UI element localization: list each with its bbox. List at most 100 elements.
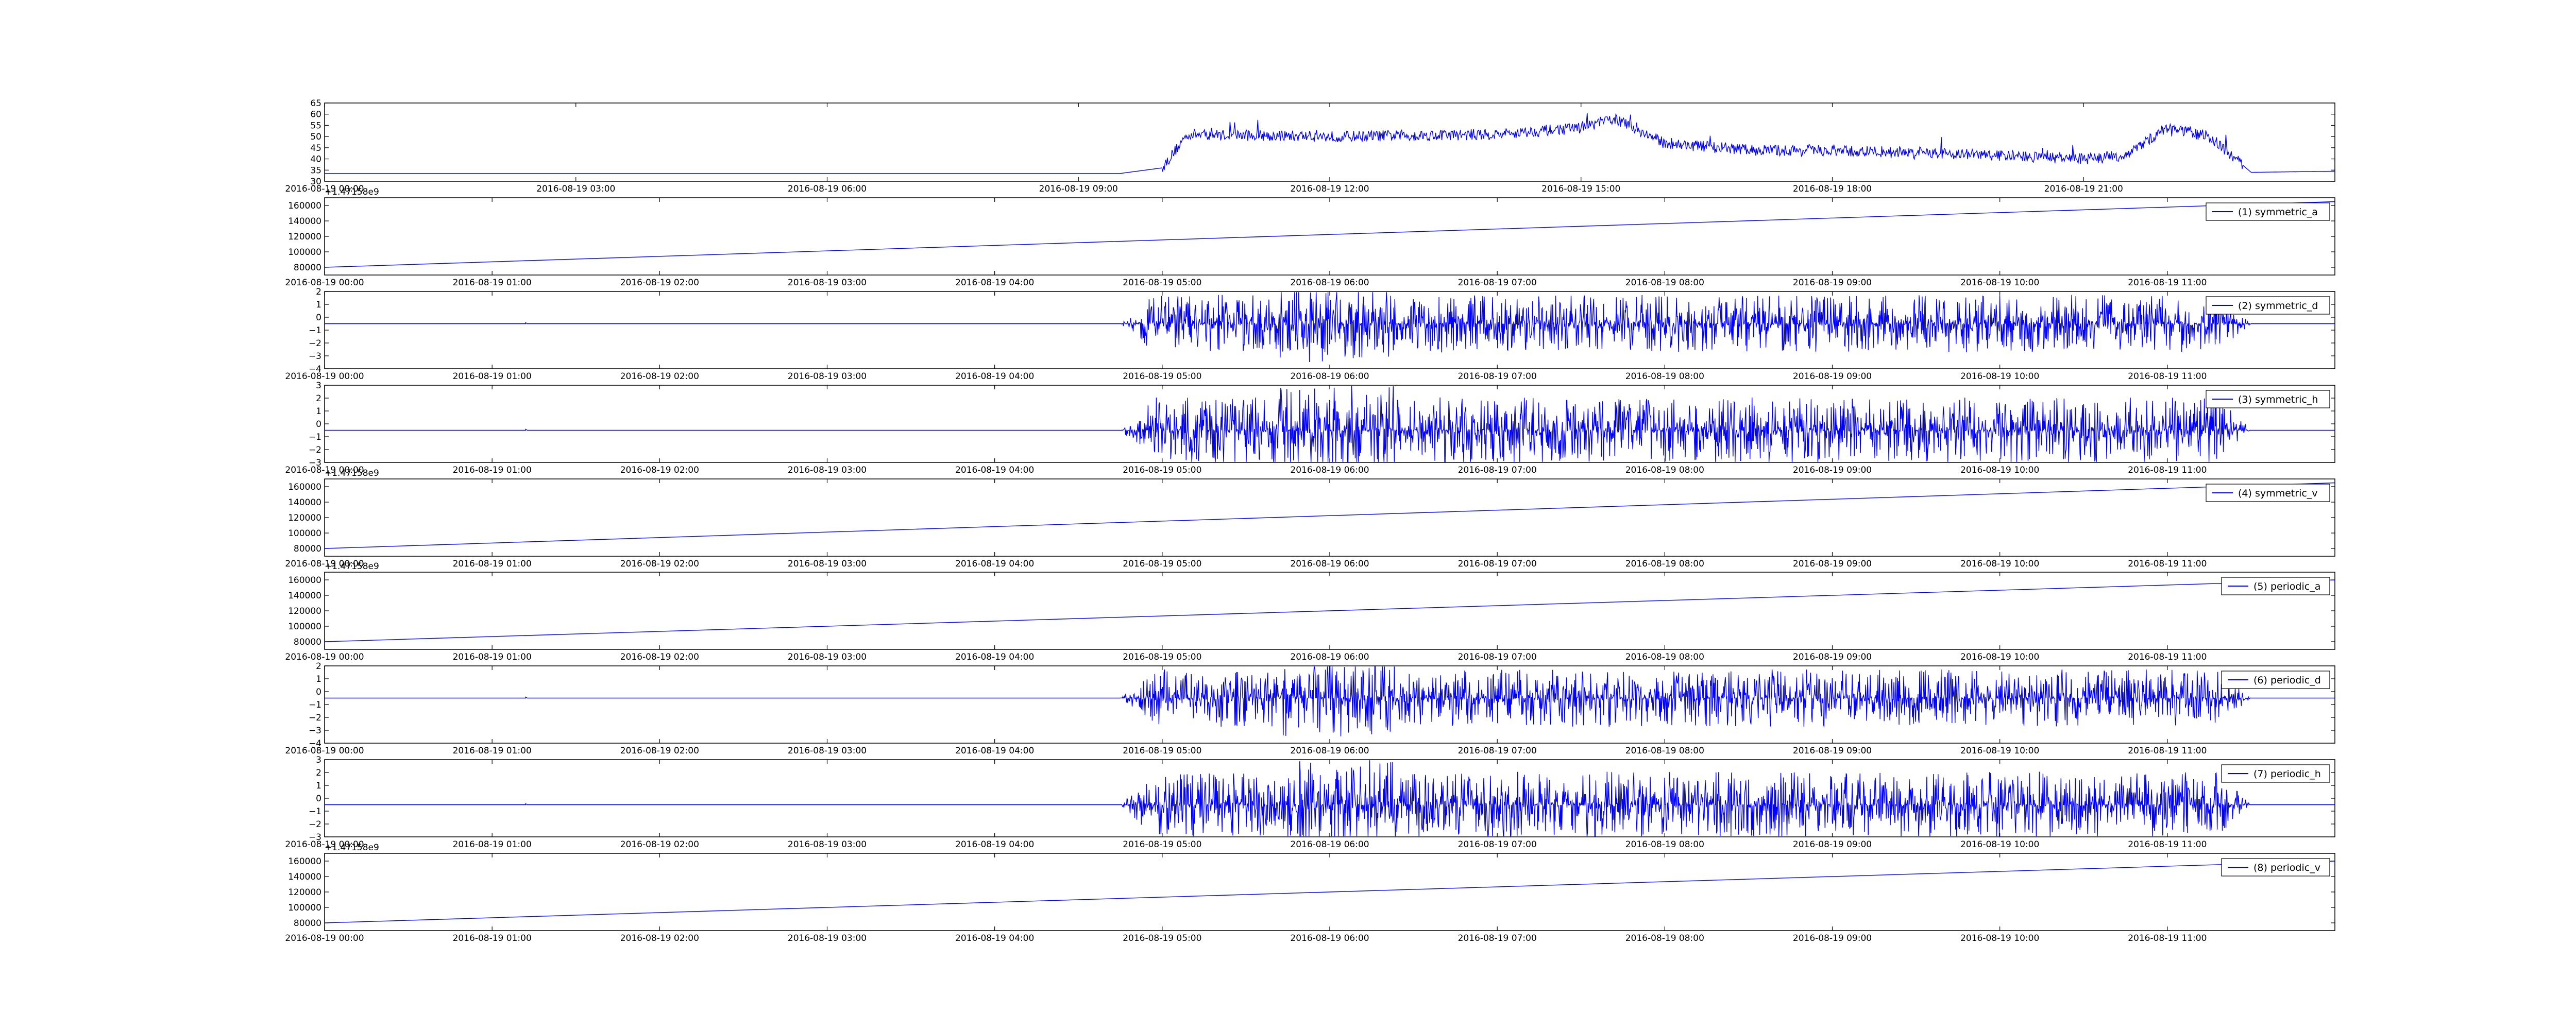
y-tick-label: 80000 bbox=[294, 544, 321, 554]
x-tick-label: 2016-08-19 21:00 bbox=[2044, 184, 2123, 194]
series-line bbox=[324, 482, 2335, 549]
y-tick-label: 0 bbox=[316, 794, 321, 804]
x-tick-label: 2016-08-19 00:00 bbox=[285, 933, 364, 943]
subplot-7: −4 −3 −2 −1 0 1 2 2016-08-19 00:00 2016-08-19 01… bbox=[285, 661, 2335, 756]
x-tick-label: 2016-08-19 12:00 bbox=[1290, 184, 1369, 194]
y-tick-label: 140000 bbox=[288, 872, 321, 882]
subplot-8: −3 −2 −1 0 1 2 3 2016-08-19 00:00 2016-08-19 01:… bbox=[285, 755, 2335, 850]
x-tick-label: 2016-08-19 06:00 bbox=[1290, 559, 1369, 569]
y-tick-label: 80000 bbox=[294, 637, 321, 647]
x-tick-label: 2016-08-19 11:00 bbox=[2128, 839, 2207, 850]
x-tick-label: 2016-08-19 01:00 bbox=[453, 465, 532, 475]
y-tick-label: 80000 bbox=[294, 918, 321, 929]
y-tick-label: 3 bbox=[316, 381, 321, 391]
x-tick-label: 2016-08-19 06:00 bbox=[1290, 933, 1369, 943]
x-tick-label: 2016-08-19 06:00 bbox=[1290, 746, 1369, 756]
x-tick-label: 2016-08-19 03:00 bbox=[788, 559, 867, 569]
subplot-4: −3 −2 −1 0 1 2 3 2016-08-19 00:00 2016-08-19 01:… bbox=[285, 381, 2335, 475]
x-tick-label: 2016-08-19 04:00 bbox=[955, 746, 1034, 756]
x-tick-label: 2016-08-19 03:00 bbox=[788, 465, 867, 475]
x-tick-label: 2016-08-19 01:00 bbox=[453, 371, 532, 382]
series-line bbox=[324, 861, 2335, 923]
y-tick-label: −3 bbox=[309, 726, 321, 736]
x-tick-label: 2016-08-19 07:00 bbox=[1458, 371, 1537, 382]
x-tick-label: 2016-08-19 05:00 bbox=[1123, 746, 1201, 756]
y-tick-label: 60 bbox=[310, 110, 321, 120]
y-tick-label: 65 bbox=[310, 98, 321, 109]
legend-label: (6) periodic_d bbox=[2253, 675, 2321, 686]
x-tick-label: 2016-08-19 06:00 bbox=[1290, 465, 1369, 475]
legend-label: (7) periodic_h bbox=[2253, 768, 2321, 780]
x-tick-label: 2016-08-19 11:00 bbox=[2128, 278, 2207, 288]
x-tick-label: 2016-08-19 07:00 bbox=[1458, 933, 1537, 943]
subplot-3: −4 −3 −2 −1 0 1 2 2016-08-19 00:00 2016-08-19 01… bbox=[285, 287, 2335, 382]
subplot-6: 80000 100000 120000 140000 160000 2016-08-19 … bbox=[285, 561, 2335, 662]
x-tick-label: 2016-08-19 03:00 bbox=[788, 278, 867, 288]
x-tick-label: 2016-08-19 02:00 bbox=[620, 839, 699, 850]
y-tick-label: −1 bbox=[309, 806, 321, 817]
x-tick-label: 2016-08-19 03:00 bbox=[788, 371, 867, 382]
legend-label: (2) symmetric_d bbox=[2238, 300, 2318, 312]
y-tick-label: −2 bbox=[309, 338, 321, 349]
x-tick-label: 2016-08-19 03:00 bbox=[536, 184, 615, 194]
y-tick-label: −1 bbox=[309, 432, 321, 442]
x-tick-label: 2016-08-19 03:00 bbox=[788, 839, 867, 850]
x-tick-label: 2016-08-19 07:00 bbox=[1458, 746, 1537, 756]
x-tick-label: 2016-08-19 10:00 bbox=[1960, 465, 2039, 475]
x-tick-label: 2016-08-19 04:00 bbox=[955, 465, 1034, 475]
x-tick-label: 2016-08-19 00:00 bbox=[285, 652, 364, 662]
x-tick-label: 2016-08-19 08:00 bbox=[1625, 746, 1704, 756]
x-tick-label: 2016-08-19 02:00 bbox=[620, 746, 699, 756]
x-tick-label: 2016-08-19 09:00 bbox=[1039, 184, 1118, 194]
y-tick-label: 2 bbox=[316, 287, 321, 297]
y-tick-label: 1 bbox=[316, 781, 321, 791]
x-tick-label: 2016-08-19 04:00 bbox=[955, 933, 1034, 943]
series-line bbox=[325, 760, 2335, 838]
y-tick-label: 120000 bbox=[288, 887, 321, 898]
x-tick-label: 2016-08-19 02:00 bbox=[620, 933, 699, 943]
y-tick-label: 0 bbox=[316, 313, 321, 323]
x-tick-label: 2016-08-19 02:00 bbox=[620, 465, 699, 475]
x-tick-label: 2016-08-19 01:00 bbox=[453, 652, 532, 662]
x-tick-label: 2016-08-19 18:00 bbox=[1793, 184, 1872, 194]
y-tick-label: −3 bbox=[309, 832, 321, 843]
x-tick-label: 2016-08-19 09:00 bbox=[1793, 559, 1872, 569]
x-tick-label: 2016-08-19 11:00 bbox=[2128, 746, 2207, 756]
x-tick-label: 2016-08-19 15:00 bbox=[1541, 184, 1620, 194]
y-tick-label: 55 bbox=[310, 121, 321, 131]
y-tick-label: −4 bbox=[309, 739, 321, 749]
x-tick-label: 2016-08-19 00:00 bbox=[285, 371, 364, 382]
x-tick-label: 2016-08-19 03:00 bbox=[788, 746, 867, 756]
x-tick-label: 2016-08-19 09:00 bbox=[1793, 746, 1872, 756]
x-tick-label: 2016-08-19 04:00 bbox=[955, 559, 1034, 569]
y-tick-label: 140000 bbox=[288, 216, 321, 227]
legend: (1) symmetric_a bbox=[2206, 202, 2330, 221]
y-tick-label: 120000 bbox=[288, 513, 321, 523]
x-tick-label: 2016-08-19 04:00 bbox=[955, 652, 1034, 662]
axes-frame bbox=[324, 478, 2335, 557]
y-tick-label: −3 bbox=[309, 458, 321, 468]
y-tick-label: 40 bbox=[310, 154, 321, 165]
y-tick-label: −2 bbox=[309, 713, 321, 723]
x-tick-label: 2016-08-19 04:00 bbox=[955, 371, 1034, 382]
x-tick-label: 2016-08-19 09:00 bbox=[1793, 933, 1872, 943]
x-tick-label: 2016-08-19 10:00 bbox=[1960, 839, 2039, 850]
series-line bbox=[325, 386, 2335, 462]
subplot-5: 80000 100000 120000 140000 160000 2016-08-19 … bbox=[285, 468, 2335, 569]
legend: (7) periodic_h bbox=[2221, 764, 2330, 783]
y-tick-label: −3 bbox=[309, 351, 321, 362]
y-tick-label: 0 bbox=[316, 687, 321, 697]
legend: (6) periodic_d bbox=[2221, 671, 2330, 689]
y-tick-label: 2 bbox=[316, 661, 321, 672]
x-tick-label: 2016-08-19 02:00 bbox=[620, 559, 699, 569]
x-tick-label: 2016-08-19 06:00 bbox=[788, 184, 867, 194]
y-tick-label: −2 bbox=[309, 819, 321, 830]
x-tick-label: 2016-08-19 07:00 bbox=[1458, 652, 1537, 662]
x-tick-label: 2016-08-19 00:00 bbox=[285, 746, 364, 756]
legend-label: (1) symmetric_a bbox=[2238, 207, 2318, 218]
x-tick-label: 2016-08-19 06:00 bbox=[1290, 278, 1369, 288]
y-tick-label: 100000 bbox=[288, 247, 321, 258]
y-tick-label: 45 bbox=[310, 143, 321, 153]
legend-label: (8) periodic_v bbox=[2253, 862, 2320, 873]
